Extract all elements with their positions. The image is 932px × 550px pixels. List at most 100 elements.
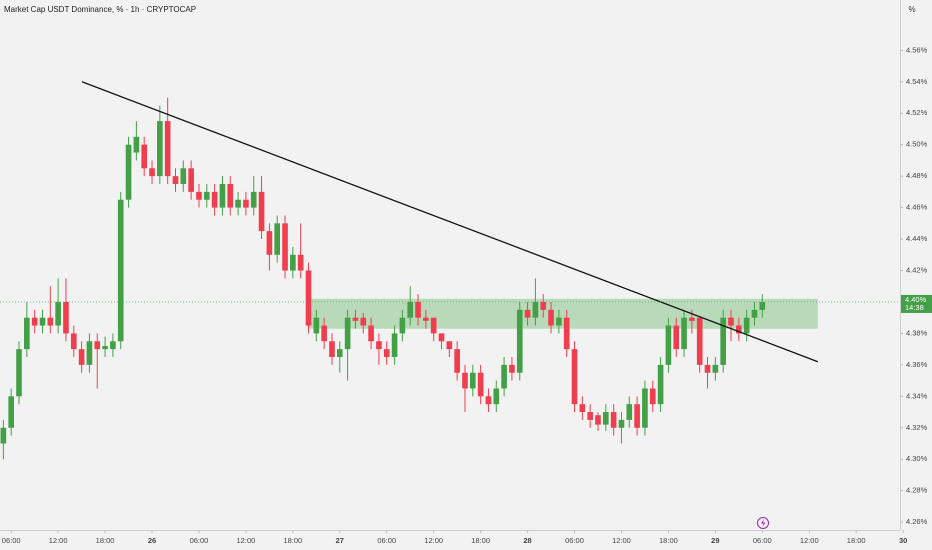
candle-body xyxy=(117,199,124,342)
candle-body xyxy=(626,404,633,420)
candle-body xyxy=(203,191,210,200)
candle-body xyxy=(704,364,711,373)
y-tick-label: 4.50% xyxy=(906,140,928,149)
y-tick-label: 4.54% xyxy=(906,77,928,86)
y-tick-label: 4.44% xyxy=(906,234,928,243)
x-tick-label: 06:00 xyxy=(190,536,209,545)
candle-body xyxy=(266,231,273,255)
candle-body xyxy=(157,121,163,177)
y-tick-label: 4.36% xyxy=(906,360,928,369)
y-tick-label: 4.32% xyxy=(906,423,928,432)
candle-body xyxy=(360,317,367,326)
candle-body xyxy=(352,317,359,321)
candle-body xyxy=(571,349,578,405)
candle-body xyxy=(258,191,265,232)
candle-body xyxy=(649,388,656,405)
candle-body xyxy=(282,223,288,271)
candle-body xyxy=(31,317,38,326)
candle-body xyxy=(39,317,46,326)
x-tick-label: 26 xyxy=(148,536,156,545)
candle-body xyxy=(430,317,437,334)
candle-body xyxy=(250,191,257,208)
candle-body xyxy=(563,317,570,350)
candle-body xyxy=(235,199,241,208)
x-tick-label: 18:00 xyxy=(659,536,678,545)
candle-body xyxy=(344,317,351,350)
candle-body xyxy=(94,341,101,350)
candle-body xyxy=(110,341,116,350)
candle-body xyxy=(399,317,406,334)
alert-icon xyxy=(757,517,769,529)
candle-body xyxy=(227,184,234,208)
candle-body xyxy=(634,404,640,428)
candle-body xyxy=(673,325,680,350)
y-tick-label: 4.42% xyxy=(906,265,928,274)
candle-body xyxy=(125,144,132,200)
candle-body xyxy=(751,309,758,318)
candle-body xyxy=(602,412,609,425)
candle-body xyxy=(290,254,296,271)
y-tick-label: 4.28% xyxy=(906,486,928,495)
support-zone xyxy=(307,298,818,329)
candle-body xyxy=(180,168,187,185)
candle-body xyxy=(423,317,429,321)
candle-body xyxy=(0,427,7,444)
candle-body xyxy=(501,364,507,389)
candle-body xyxy=(610,412,617,428)
candle-body xyxy=(462,372,468,389)
candle-body xyxy=(524,309,531,318)
x-tick-label: 18:00 xyxy=(471,536,490,545)
candle-body xyxy=(532,301,539,318)
price-label-box xyxy=(901,294,932,313)
candle-body xyxy=(47,317,54,326)
candle-body xyxy=(164,121,171,177)
candle-body xyxy=(681,317,687,350)
candle-body xyxy=(759,301,766,310)
candle-body xyxy=(24,317,30,350)
unit-label: % xyxy=(908,5,915,14)
candle-body xyxy=(689,317,695,321)
candle-body xyxy=(78,349,85,365)
candle-body xyxy=(70,333,77,350)
y-tick-label: 4.56% xyxy=(906,45,928,54)
candle-body xyxy=(509,364,515,373)
x-tick-label: 12:00 xyxy=(612,536,631,545)
y-tick-label: 4.30% xyxy=(906,454,928,463)
candle-body xyxy=(438,333,445,342)
x-tick-label: 28 xyxy=(523,536,531,545)
candle-body xyxy=(8,396,15,428)
x-tick-label: 29 xyxy=(711,536,719,545)
candle-body xyxy=(579,404,586,413)
candle-body xyxy=(336,349,343,358)
plot-area xyxy=(0,81,900,460)
candle-body xyxy=(587,412,593,420)
candle-body xyxy=(211,191,218,208)
x-tick-label: 18:00 xyxy=(96,536,115,545)
candle-body xyxy=(149,168,155,177)
candle-body xyxy=(63,301,69,334)
x-tick-label: 06:00 xyxy=(2,536,21,545)
candle-body xyxy=(485,396,492,405)
candle-body xyxy=(141,144,148,169)
candle-body xyxy=(219,184,226,208)
candle-body xyxy=(415,301,421,318)
candle-body xyxy=(618,419,625,428)
y-tick-label: 4.34% xyxy=(906,391,928,400)
candle-body xyxy=(712,364,719,373)
candle-body xyxy=(548,309,554,326)
candle-body xyxy=(55,301,61,326)
candle-body xyxy=(736,325,742,334)
candle-body xyxy=(407,301,414,318)
candle-body xyxy=(454,349,460,373)
chart-title: Market Cap USDT Dominance, % · 1h · CRYP… xyxy=(4,5,196,14)
candle-body xyxy=(172,176,179,185)
candle-body xyxy=(446,341,453,350)
candle-body xyxy=(274,223,281,255)
candle-body xyxy=(477,372,484,397)
candle-body xyxy=(642,388,648,428)
candle-body xyxy=(329,341,335,358)
candle-body xyxy=(556,317,562,326)
candle-body xyxy=(493,388,500,405)
